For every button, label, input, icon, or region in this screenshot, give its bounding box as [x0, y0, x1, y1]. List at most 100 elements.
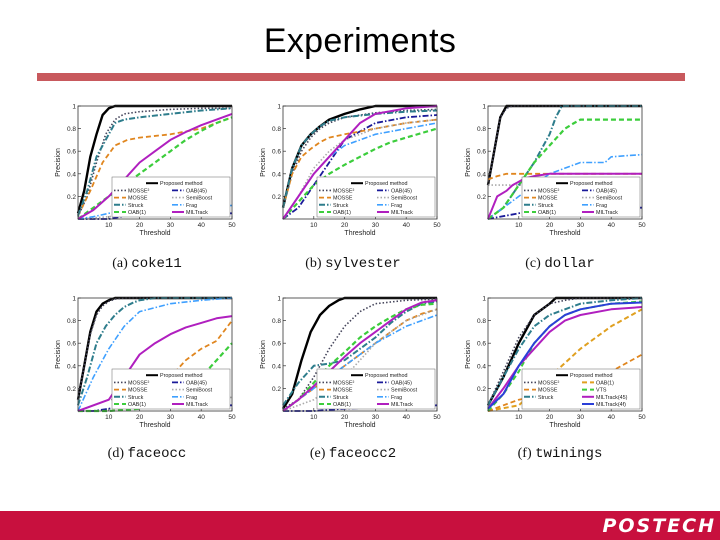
caption-d-label: (d)	[107, 446, 124, 461]
y-axis-label: Precision	[55, 340, 62, 369]
x-axis-label: Threshold	[139, 422, 170, 429]
caption-b-label: (b)	[305, 256, 322, 271]
legend-label: SemiBoost	[186, 196, 213, 202]
caption-c: (c) dollar	[455, 256, 665, 272]
y-tick-label: 1	[72, 296, 76, 303]
series-line	[282, 302, 438, 412]
legend-label: MILTrack	[186, 402, 208, 408]
caption-c-seq: dollar	[544, 256, 595, 272]
caption-d-seq: faceocc	[127, 446, 187, 462]
y-tick-label: 0.8	[477, 126, 486, 133]
legend-label: Frag	[391, 395, 402, 401]
y-tick-label: 0.2	[477, 386, 486, 393]
legend-label: MOSSE	[538, 388, 558, 394]
legend-label: OAB(1)	[128, 210, 146, 216]
caption-a-label: (a)	[112, 256, 128, 271]
y-tick-label: 0.4	[272, 363, 281, 370]
x-tick-label: 10	[515, 414, 523, 421]
x-tick-label: 20	[341, 414, 349, 421]
legend-label: SemiBoost	[596, 196, 623, 202]
y-tick-label: 0.4	[477, 171, 486, 178]
series-line	[487, 172, 642, 181]
legend-label: OAB(1)	[333, 210, 351, 216]
legend-label: Struck	[128, 395, 144, 401]
x-tick-label: 40	[403, 414, 411, 421]
slide-title: Experiments	[263, 22, 457, 60]
chart-f: 0.2 0.4 0.6 0.8 1 10 20 30 40 50 Threshold Precisio…	[465, 296, 646, 430]
chart-panel-d: 0.2 0.4 0.6 0.8 1 10 20 30 40 50 Threshold Precisio…	[50, 292, 250, 440]
y-tick-label: 0.4	[477, 363, 486, 370]
series-line	[282, 114, 438, 220]
legend-label: OAB(1)	[596, 380, 614, 386]
legend-label: SemiBoost	[186, 388, 213, 394]
x-tick-label: 50	[638, 222, 646, 229]
series-line	[282, 299, 438, 412]
y-axis-label: Precision	[260, 340, 267, 369]
legend-label: Proposed method	[365, 373, 408, 379]
series-line	[77, 297, 233, 412]
legend-label: Frag	[596, 203, 607, 209]
chart-panel-b: 0.2 0.4 0.6 0.8 1 10 20 30 40 50 Threshold Precisio…	[255, 100, 455, 248]
plot-frame	[77, 297, 233, 412]
legend-label: MOSSE²	[333, 380, 354, 386]
legend-label: MOSSE	[128, 196, 148, 202]
y-tick-label: 0.4	[67, 363, 76, 370]
legend-box	[111, 368, 231, 410]
legend-label: Struck	[538, 203, 554, 209]
x-tick-label: 30	[577, 222, 585, 229]
legend-label: MILTrack	[596, 210, 618, 216]
plot-frame	[77, 105, 233, 220]
x-tick-label: 50	[433, 414, 441, 421]
x-tick-label: 30	[167, 222, 175, 229]
legend-label: SemiBoost	[391, 196, 418, 202]
y-axis-label: Precision	[465, 148, 472, 177]
x-tick-label: 30	[372, 222, 380, 229]
plot-frame	[282, 297, 438, 412]
y-tick-label: 0.2	[272, 386, 281, 393]
chart-d: 0.2 0.4 0.6 0.8 1 10 20 30 40 50 Threshold Precisio…	[55, 296, 236, 430]
legend-label: MOSSE	[128, 388, 148, 394]
y-tick-label: 0.6	[477, 149, 486, 156]
x-tick-label: 40	[198, 222, 206, 229]
y-tick-label: 0.8	[67, 126, 76, 133]
y-axis-label: Precision	[260, 148, 267, 177]
series-line	[487, 301, 643, 410]
caption-c-label: (c)	[525, 256, 541, 271]
x-axis-label: Threshold	[139, 230, 170, 237]
chart-panel-c: 0.2 0.4 0.6 0.8 1 10 20 30 40 50 Threshold Precisio…	[460, 100, 660, 248]
legend-label: MILTrack	[186, 210, 208, 216]
legend-label: Struck	[333, 395, 349, 401]
x-axis-label: Threshold	[344, 422, 375, 429]
legend-label: MOSSE	[333, 196, 353, 202]
series-line	[487, 153, 643, 220]
legend-label: Struck	[333, 203, 349, 209]
legend-label: OAB(1)	[333, 402, 351, 408]
x-tick-label: 40	[403, 222, 411, 229]
x-tick-label: 40	[608, 222, 616, 229]
caption-e-label: (e)	[309, 446, 326, 461]
caption-f-label: (f)	[517, 446, 532, 461]
caption-f: (f) twinings	[455, 446, 665, 462]
y-axis-label: Precision	[55, 148, 62, 177]
legend-label: OAB(45)	[391, 380, 412, 386]
x-tick-label: 20	[341, 222, 349, 229]
chart-panel-e: 0.2 0.4 0.6 0.8 1 10 20 30 40 50 Threshold Precisio…	[255, 292, 455, 440]
y-tick-label: 0.8	[477, 318, 486, 325]
x-tick-label: 10	[105, 222, 113, 229]
legend-label: OAB(1)	[128, 402, 146, 408]
series-line	[77, 297, 232, 406]
y-tick-label: 1	[277, 104, 281, 111]
chart-c: 0.2 0.4 0.6 0.8 1 10 20 30 40 50 Threshold Precisio…	[465, 104, 646, 238]
x-tick-label: 10	[310, 414, 318, 421]
legend-label: MILTrack	[391, 210, 413, 216]
series-line	[487, 105, 642, 186]
x-tick-label: 20	[546, 414, 554, 421]
caption-b-seq: sylvester	[325, 256, 401, 272]
series-line	[487, 297, 643, 406]
legend-label: OAB(45)	[186, 188, 207, 194]
series-line	[282, 127, 438, 220]
legend-label: Struck	[538, 395, 554, 401]
legend-box	[521, 176, 641, 218]
series-line	[282, 118, 438, 208]
y-tick-label: 0.6	[67, 149, 76, 156]
